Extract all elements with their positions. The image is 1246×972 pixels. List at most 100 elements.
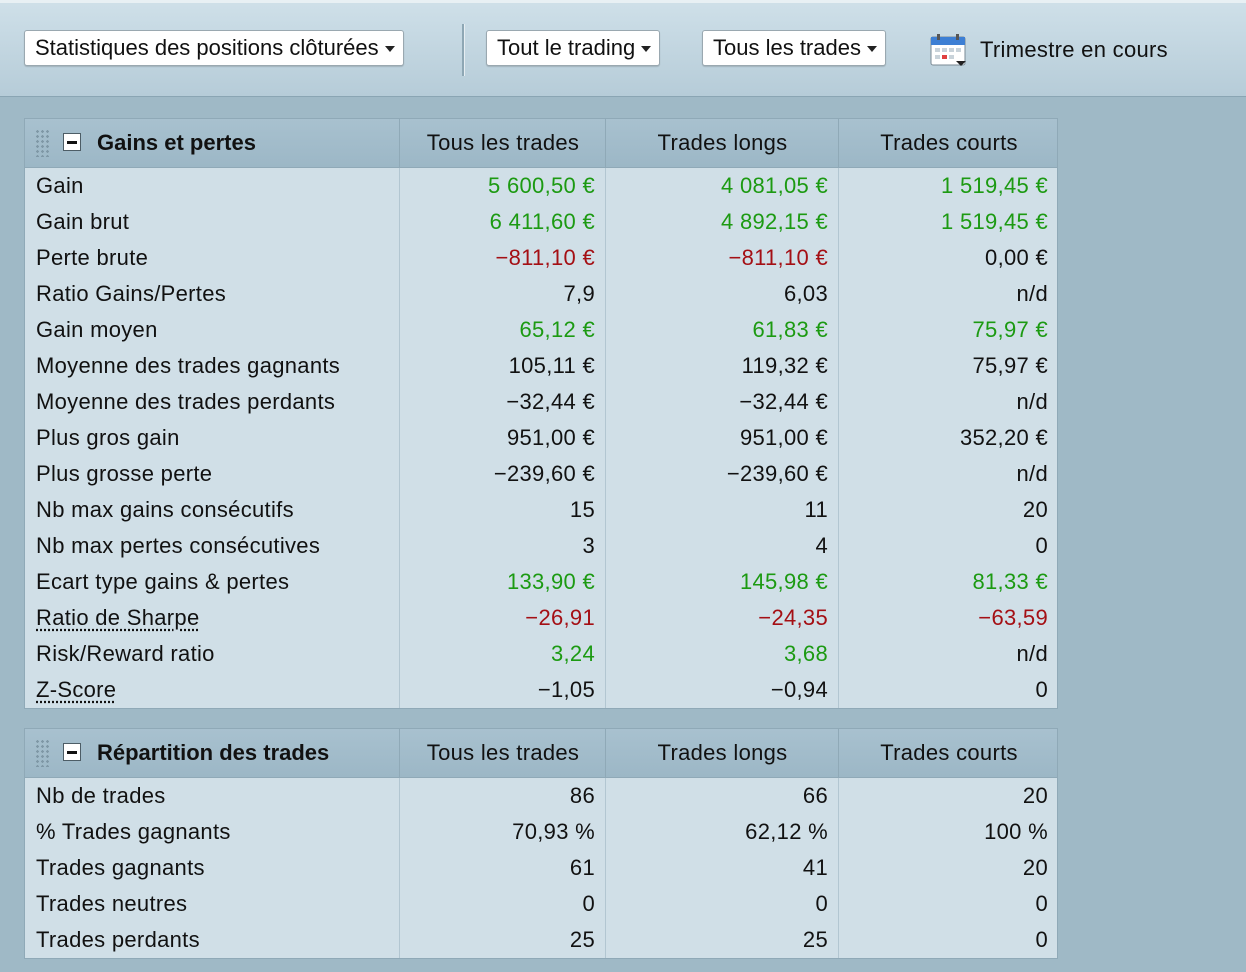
table-row: Gain moyen 65,12 € 61,83 € 75,97 € [25, 312, 1057, 348]
cell-all: 15 [569, 497, 595, 522]
row-label: % Trades gagnants [36, 819, 231, 844]
cell-long: 145,98 € [739, 569, 828, 594]
cell-all: 61 [569, 855, 595, 880]
row-label[interactable]: Z-Score [36, 677, 117, 702]
cell-short: 1 519,45 € [941, 173, 1048, 198]
cell-short: −63,59 [978, 605, 1048, 630]
cell-long: 0 [815, 891, 828, 916]
period-label: Trimestre en cours [980, 37, 1168, 62]
table-row: Gain brut 6 411,60 € 4 892,15 € 1 519,45 € [25, 204, 1057, 240]
column-header-short: Trades courts [838, 729, 1059, 777]
row-label: Trades perdants [36, 927, 200, 952]
chevron-down-icon [866, 46, 877, 53]
cell-short: 20 [1022, 497, 1048, 522]
cell-all: 70,93 % [512, 819, 595, 844]
row-label: Nb max pertes consécutives [36, 533, 321, 558]
cell-all: 65,12 € [519, 317, 595, 342]
distribution-panel: Répartition des trades Tous les trades T… [24, 728, 1058, 959]
table-row: Moyenne des trades perdants −32,44 € −32,4… [25, 384, 1057, 420]
table-row: % Trades gagnants 70,93 % 62,12 % 100 % [25, 814, 1057, 850]
row-label: Plus grosse perte [36, 461, 213, 486]
cell-short: 75,97 € [972, 353, 1048, 378]
gains-panel: Gains et pertes Tous les trades Trades l… [24, 118, 1058, 709]
table-row: Ratio Gains/Pertes 7,9 6,03 n/d [25, 276, 1057, 312]
chevron-down-icon [641, 46, 652, 53]
row-label: Gain moyen [36, 317, 158, 342]
table-row: Moyenne des trades gagnants 105,11 € 119,3… [25, 348, 1057, 384]
cell-short: 0 [1035, 533, 1048, 558]
cell-short: n/d [1016, 389, 1048, 414]
cell-long: 119,32 € [741, 353, 828, 378]
row-label[interactable]: Ratio de Sharpe [36, 605, 200, 630]
collapse-icon[interactable] [63, 133, 81, 151]
table-row: Trades perdants 25 25 0 [25, 922, 1057, 958]
scope-select-value: Tout le trading [497, 35, 636, 60]
distribution-rows: Nb de trades 86 66 20 % Trades gagnants 70,93… [25, 778, 1057, 958]
chevron-down-icon [384, 46, 395, 53]
column-header-long: Trades longs [605, 119, 839, 167]
column-divider [838, 168, 839, 708]
row-label: Moyenne des trades perdants [36, 389, 336, 414]
cell-all: 0 [582, 891, 595, 916]
column-divider [399, 778, 400, 958]
cell-short: n/d [1016, 281, 1048, 306]
column-header-long: Trades longs [605, 729, 839, 777]
column-divider [605, 778, 606, 958]
cell-short: 0 [1035, 891, 1048, 916]
cell-long: 4 892,15 € [721, 209, 828, 234]
view-select[interactable]: Statistiques des positions clôturées [24, 30, 404, 66]
cell-short: 0 [1035, 927, 1048, 952]
cell-long: 3,68 [783, 641, 828, 666]
cell-all: −32,44 € [506, 389, 595, 414]
table-row: Trades neutres 0 0 0 [25, 886, 1057, 922]
cell-long: −239,60 € [726, 461, 828, 486]
cell-all: 7,9 [563, 281, 595, 306]
table-row: Ratio de Sharpe −26,91 −24,35 −63,59 [25, 600, 1057, 636]
gains-panel-header: Gains et pertes Tous les trades Trades l… [25, 119, 1057, 168]
cell-all: −1,05 [537, 677, 595, 702]
cell-short: n/d [1016, 461, 1048, 486]
table-row: Perte brute −811,10 € −811,10 € 0,00 € [25, 240, 1057, 276]
table-row: Plus grosse perte −239,60 € −239,60 € n/d [25, 456, 1057, 492]
cell-long: −24,35 [758, 605, 828, 630]
cell-short: 75,97 € [972, 317, 1048, 342]
cell-short: 20 [1022, 855, 1048, 880]
row-label: Trades gagnants [36, 855, 205, 880]
cell-all: 133,90 € [506, 569, 595, 594]
drag-handle-icon[interactable] [35, 739, 51, 767]
toolbar: Statistiques des positions clôturées Tou… [0, 0, 1246, 97]
cell-long: −0,94 [770, 677, 828, 702]
row-label: Nb de trades [36, 783, 166, 808]
panel-title: Répartition des trades [97, 740, 330, 765]
cell-short: 1 519,45 € [941, 209, 1048, 234]
calendar-icon[interactable] [930, 33, 968, 67]
row-label: Perte brute [36, 245, 149, 270]
cell-long: 4 081,05 € [721, 173, 828, 198]
toolbar-separator [462, 24, 465, 76]
row-label: Moyenne des trades gagnants [36, 353, 341, 378]
cell-all: −26,91 [525, 605, 595, 630]
drag-handle-icon[interactable] [35, 129, 51, 157]
cell-short: 0,00 € [985, 245, 1048, 270]
column-header-short: Trades courts [838, 119, 1059, 167]
collapse-icon[interactable] [63, 743, 81, 761]
table-row: Risk/Reward ratio 3,24 3,68 n/d [25, 636, 1057, 672]
cell-all: 5 600,50 € [488, 173, 595, 198]
cell-all: 3 [582, 533, 595, 558]
cell-short: 20 [1022, 783, 1048, 808]
cell-all: −239,60 € [493, 461, 595, 486]
row-label: Trades neutres [36, 891, 188, 916]
cell-long: 66 [802, 783, 828, 808]
trades-select[interactable]: Tous les trades [702, 30, 886, 66]
scope-select[interactable]: Tout le trading [486, 30, 661, 66]
cell-short: n/d [1016, 641, 1048, 666]
row-label: Plus gros gain [36, 425, 180, 450]
cell-long: 6,03 [783, 281, 828, 306]
cell-short: 81,33 € [972, 569, 1048, 594]
cell-long: −811,10 € [728, 245, 828, 270]
cell-all: 6 411,60 € [489, 209, 595, 234]
view-select-value: Statistiques des positions clôturées [35, 35, 379, 60]
table-row: Plus gros gain 951,00 € 951,00 € 352,20 € [25, 420, 1057, 456]
table-row: Trades gagnants 61 41 20 [25, 850, 1057, 886]
cell-short: 0 [1035, 677, 1048, 702]
